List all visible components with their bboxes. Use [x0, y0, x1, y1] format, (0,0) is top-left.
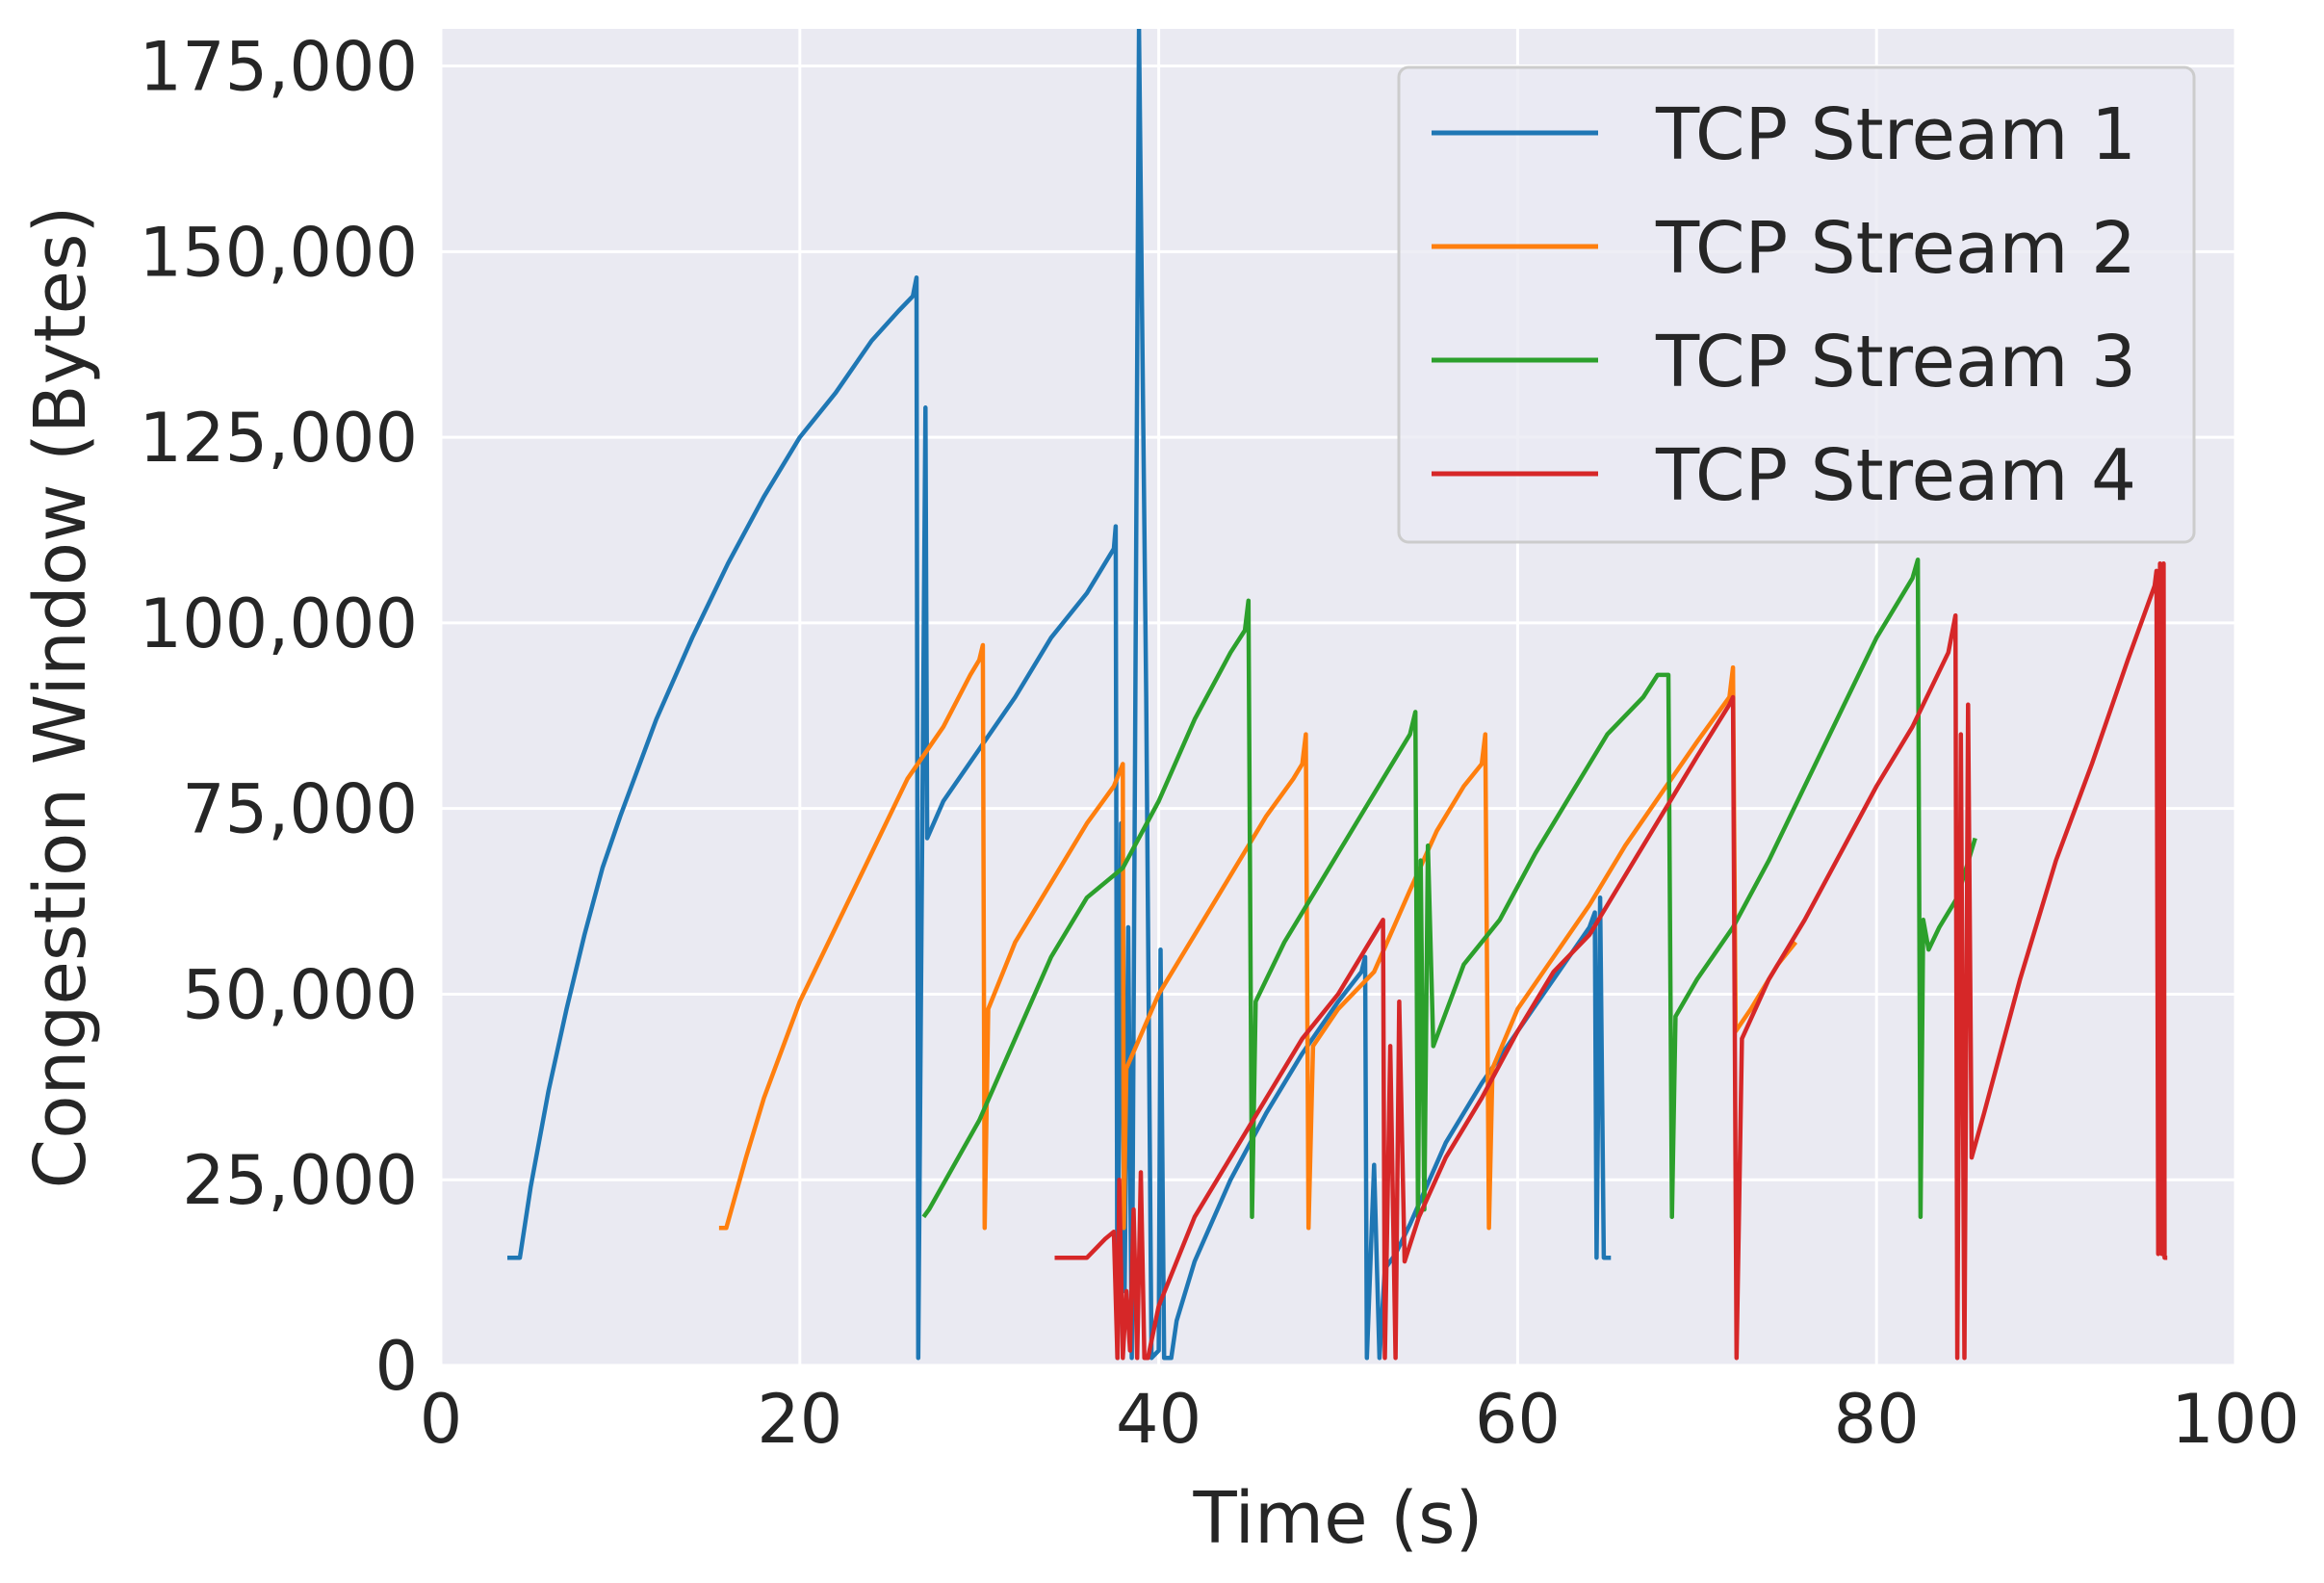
- y-tick-label: 125,000: [140, 399, 418, 478]
- x-tick-label: 0: [420, 1380, 463, 1459]
- y-tick-labels: 0 25,000 50,000 75,000 100,000 125,000 150,000…: [140, 28, 418, 1406]
- series-line-stream-2: [718, 642, 1798, 1231]
- y-tick-label: 25,000: [182, 1141, 418, 1220]
- legend-label-stream-4: TCP Stream 4: [1655, 434, 2136, 517]
- x-tick-label: 20: [757, 1380, 842, 1459]
- y-tick-label: 75,000: [182, 770, 418, 849]
- x-axis-label: Time (s): [1193, 1477, 1484, 1560]
- x-tick-label: 60: [1475, 1380, 1561, 1459]
- y-tick-label: 50,000: [182, 955, 418, 1034]
- y-tick-label: 100,000: [140, 584, 418, 663]
- series-line-stream-3: [921, 558, 1977, 1220]
- legend-label-stream-2: TCP Stream 2: [1655, 207, 2136, 290]
- legend-label-stream-3: TCP Stream 3: [1655, 321, 2136, 403]
- legend-box: [1397, 65, 2196, 544]
- y-tick-label: 150,000: [140, 213, 418, 292]
- x-tick-label: 40: [1116, 1380, 1201, 1459]
- y-axis-label: Congestion Window (Bytes): [19, 206, 102, 1189]
- x-tick-label: 80: [1834, 1380, 1920, 1459]
- y-tick-label: 175,000: [140, 28, 418, 107]
- series-layer: [507, 29, 2168, 1361]
- series-line-stream-4: [1054, 560, 2168, 1361]
- x-tick-label: 100: [2171, 1380, 2300, 1459]
- y-tick-label: 0: [374, 1327, 418, 1406]
- series-line-stream-1: [507, 29, 1612, 1361]
- legend: TCP Stream 1 TCP Stream 2 TCP Stream 3 TCP …: [1397, 65, 2196, 544]
- legend-label-stream-1: TCP Stream 1: [1655, 93, 2136, 176]
- x-tick-labels: 0 20 40 60 80 100: [420, 1380, 2300, 1459]
